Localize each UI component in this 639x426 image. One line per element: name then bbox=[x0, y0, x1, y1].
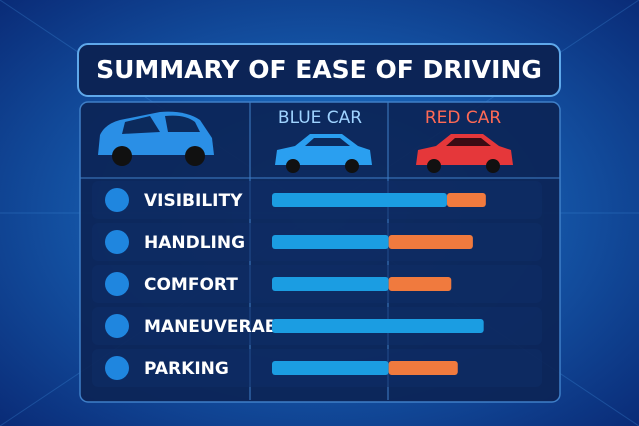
bar-segment bbox=[446, 193, 486, 207]
bar-segment bbox=[388, 361, 458, 375]
category-label: VISIBILITY bbox=[144, 191, 243, 211]
category-label: COMFORT bbox=[144, 275, 238, 295]
bar-segment bbox=[272, 193, 447, 207]
car-icon bbox=[275, 134, 372, 173]
category-label: PARKING bbox=[144, 359, 229, 379]
row-icon bbox=[105, 356, 129, 380]
title-box bbox=[77, 43, 561, 97]
bar-segment bbox=[272, 235, 389, 249]
row-icon bbox=[105, 188, 129, 212]
bar-segment bbox=[272, 277, 389, 291]
row-icon bbox=[105, 272, 129, 296]
car-icon bbox=[98, 111, 214, 166]
car-icon bbox=[416, 134, 513, 173]
bar-segment bbox=[388, 235, 473, 249]
legend-label: BLUE CAR bbox=[278, 108, 362, 128]
legend-label: RED CAR bbox=[425, 108, 502, 128]
bar-segment bbox=[272, 361, 389, 375]
bar-segment bbox=[272, 319, 484, 333]
category-label: HANDLING bbox=[144, 233, 245, 253]
row-icon bbox=[105, 230, 129, 254]
chart-title: SUMMARY OF EASE OF DRIVING bbox=[96, 55, 542, 84]
bar-segment bbox=[388, 277, 452, 291]
row-icon bbox=[105, 314, 129, 338]
